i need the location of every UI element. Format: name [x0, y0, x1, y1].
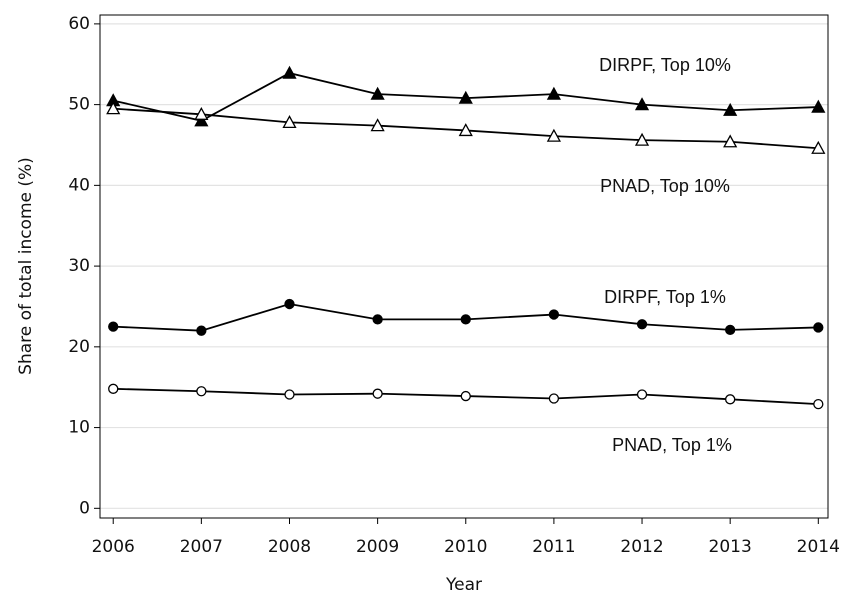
marker [546, 128, 561, 142]
x-axis-label: Year [445, 575, 482, 595]
x-tick-label: 2012 [620, 537, 663, 557]
y-tick-label: 20 [68, 337, 90, 357]
x-tick-label: 2007 [180, 537, 223, 557]
marker [106, 101, 121, 115]
y-tick-label: 40 [68, 175, 90, 195]
marker [370, 118, 385, 132]
marker [548, 309, 560, 320]
y-tick-label: 60 [68, 14, 90, 34]
marker [723, 102, 738, 116]
marker [548, 393, 560, 404]
marker [372, 388, 383, 399]
marker [636, 389, 648, 400]
x-tick-label: 2011 [532, 537, 575, 557]
marker [546, 86, 561, 100]
marker [723, 134, 738, 148]
y-tick-label: 0 [79, 498, 90, 518]
x-tick-label: 2014 [797, 537, 840, 557]
marker [282, 65, 297, 79]
marker [458, 123, 473, 137]
y-tick-label: 30 [68, 256, 90, 276]
marker [634, 97, 650, 111]
marker [636, 319, 648, 330]
marker [460, 390, 471, 402]
marker [725, 324, 736, 336]
plot-frame [99, 14, 829, 519]
marker [634, 132, 650, 146]
marker [284, 389, 295, 400]
x-tick-label: 2008 [268, 537, 311, 557]
y-tick-label: 50 [68, 95, 90, 115]
x-tick-label: 2009 [356, 537, 399, 557]
marker [194, 113, 209, 127]
x-tick-label: 2013 [709, 537, 752, 557]
marker [196, 386, 207, 397]
x-tick-label: 2010 [444, 537, 487, 557]
series-label: DIRPF, Top 10% [599, 55, 731, 75]
marker [194, 106, 209, 120]
marker [108, 321, 119, 332]
marker [813, 399, 824, 410]
x-tick-label: 2006 [92, 537, 135, 557]
marker [284, 298, 295, 310]
series-label: PNAD, Top 1% [612, 435, 732, 455]
marker [372, 314, 383, 325]
marker [811, 99, 826, 113]
marker [725, 394, 736, 405]
marker [282, 115, 297, 129]
marker [108, 383, 119, 394]
marker [196, 325, 207, 336]
y-tick-label: 10 [68, 418, 90, 438]
y-axis-label: Share of total income (%) [16, 157, 36, 375]
marker [458, 90, 473, 104]
series-label: DIRPF, Top 1% [604, 287, 726, 307]
marker [460, 314, 471, 325]
series-label: PNAD, Top 10% [600, 176, 730, 196]
marker [370, 86, 385, 100]
marker [813, 322, 824, 333]
marker [811, 140, 826, 154]
